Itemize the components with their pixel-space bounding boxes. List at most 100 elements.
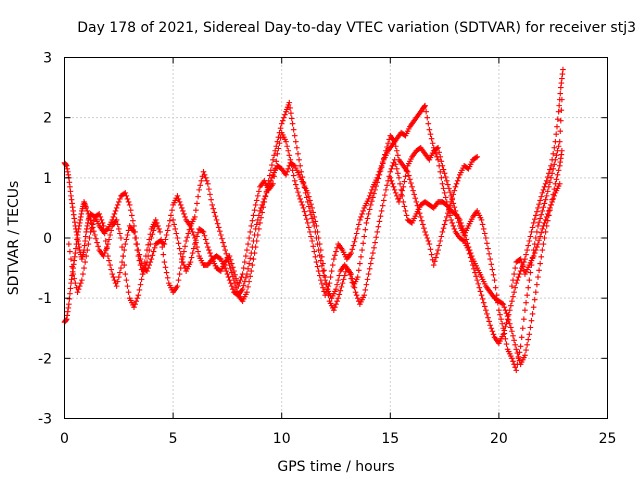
data-point xyxy=(189,229,196,235)
data-point xyxy=(522,352,528,359)
data-point xyxy=(283,172,289,178)
data-point xyxy=(376,169,383,175)
data-point xyxy=(395,152,401,159)
data-point xyxy=(443,214,450,220)
data-point xyxy=(537,260,543,267)
data-point xyxy=(538,211,545,218)
data-point xyxy=(256,188,262,195)
data-point xyxy=(440,166,447,173)
data-point xyxy=(412,195,419,201)
data-point xyxy=(553,131,559,138)
data-point xyxy=(296,156,302,163)
data-point xyxy=(282,111,288,118)
data-point xyxy=(367,260,374,267)
data-point xyxy=(557,90,564,97)
y-tick-label: -3 xyxy=(38,412,52,428)
data-point xyxy=(160,240,167,247)
data-point xyxy=(523,251,529,258)
data-point xyxy=(245,284,251,290)
data-point xyxy=(287,105,293,111)
data-point xyxy=(132,301,138,307)
data-point xyxy=(286,152,293,159)
data-point xyxy=(356,221,362,228)
data-point xyxy=(535,223,541,229)
data-point xyxy=(319,254,325,260)
data-point xyxy=(401,178,408,185)
data-point xyxy=(117,230,123,237)
data-point xyxy=(481,230,488,237)
data-point xyxy=(435,144,441,151)
data-point xyxy=(202,175,209,181)
data-point xyxy=(111,277,118,283)
data-point xyxy=(307,208,313,214)
data-point xyxy=(467,250,474,256)
data-point xyxy=(523,299,529,306)
data-point xyxy=(542,181,549,187)
data-point xyxy=(331,256,337,262)
data-point xyxy=(333,301,339,307)
data-point xyxy=(423,232,429,238)
data-point xyxy=(483,235,489,241)
data-point xyxy=(135,253,142,259)
data-point xyxy=(549,199,555,205)
data-point xyxy=(161,259,168,265)
data-point xyxy=(538,193,545,200)
y-tick-label: 0 xyxy=(43,231,52,247)
data-point xyxy=(367,190,374,196)
data-point xyxy=(155,223,161,229)
data-point xyxy=(84,247,91,253)
data-point xyxy=(499,300,505,307)
data-point xyxy=(551,193,558,199)
y-axis-title: SDTVAR / TECUs xyxy=(6,181,22,296)
data-point xyxy=(207,250,213,256)
data-point xyxy=(249,244,256,250)
data-point xyxy=(443,178,450,184)
y-tick-label: 1 xyxy=(43,171,52,187)
data-point xyxy=(384,144,390,150)
data-point xyxy=(380,155,387,162)
data-point xyxy=(486,250,492,257)
data-point xyxy=(87,229,94,235)
data-point xyxy=(108,227,114,234)
data-point xyxy=(526,277,533,283)
data-point xyxy=(69,263,75,270)
data-point xyxy=(389,163,396,169)
data-point xyxy=(250,212,257,219)
data-point xyxy=(201,172,208,178)
data-point xyxy=(359,247,365,253)
data-point xyxy=(181,262,187,268)
data-point xyxy=(163,269,170,276)
data-point xyxy=(175,277,182,283)
data-point xyxy=(309,205,315,211)
data-point xyxy=(198,178,205,184)
data-point xyxy=(548,175,554,181)
data-point xyxy=(95,243,101,250)
data-point xyxy=(176,245,183,252)
data-point xyxy=(277,135,284,141)
x-tick-label: 25 xyxy=(599,431,617,447)
data-point xyxy=(302,212,309,219)
data-point xyxy=(206,186,212,192)
data-point xyxy=(270,181,276,187)
data-point xyxy=(131,304,137,310)
data-point xyxy=(395,170,401,177)
data-point xyxy=(500,301,507,307)
data-point xyxy=(231,268,237,274)
data-point xyxy=(515,274,522,280)
data-point xyxy=(403,212,410,219)
data-point xyxy=(465,244,472,250)
data-point xyxy=(354,274,361,280)
data-point xyxy=(240,282,247,289)
data-point xyxy=(490,331,497,338)
data-point xyxy=(454,178,461,184)
data-point xyxy=(334,298,340,304)
data-point xyxy=(365,211,372,217)
data-point xyxy=(417,214,424,220)
data-point xyxy=(284,143,290,150)
data-point xyxy=(483,307,489,313)
x-tick-label: 0 xyxy=(60,431,69,447)
data-point xyxy=(199,228,206,235)
data-point xyxy=(448,193,454,199)
data-point xyxy=(366,206,373,213)
data-point xyxy=(468,253,475,259)
